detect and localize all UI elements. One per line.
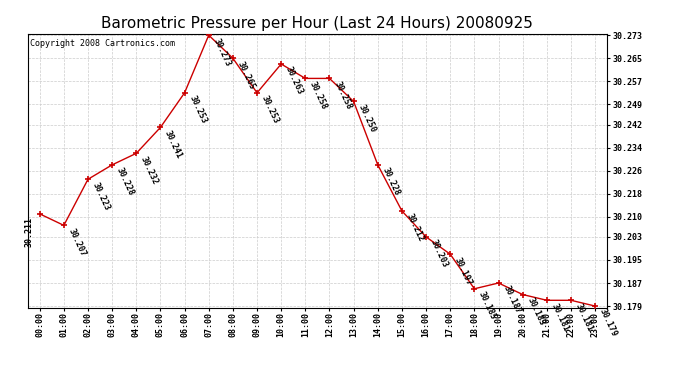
Title: Barometric Pressure per Hour (Last 24 Hours) 20080925: Barometric Pressure per Hour (Last 24 Ho…	[101, 16, 533, 31]
Text: 30.187: 30.187	[502, 284, 522, 315]
Text: 30.228: 30.228	[381, 166, 402, 197]
Text: 30.250: 30.250	[357, 103, 377, 134]
Text: 30.212: 30.212	[405, 212, 426, 243]
Text: 30.179: 30.179	[598, 308, 619, 339]
Text: 30.203: 30.203	[429, 238, 450, 269]
Text: 30.241: 30.241	[164, 129, 184, 160]
Text: 30.258: 30.258	[308, 80, 329, 111]
Text: 30.181: 30.181	[574, 302, 595, 333]
Text: 30.183: 30.183	[526, 296, 546, 327]
Text: 30.223: 30.223	[91, 181, 112, 212]
Text: 30.181: 30.181	[550, 302, 571, 333]
Text: 30.273: 30.273	[212, 37, 233, 68]
Text: 30.211: 30.211	[24, 217, 33, 247]
Text: 30.207: 30.207	[67, 227, 88, 258]
Text: 30.258: 30.258	[333, 80, 353, 111]
Text: 30.253: 30.253	[188, 94, 208, 125]
Text: 30.197: 30.197	[453, 256, 474, 286]
Text: 30.265: 30.265	[236, 60, 257, 91]
Text: 30.232: 30.232	[139, 155, 160, 186]
Text: Copyright 2008 Cartronics.com: Copyright 2008 Cartronics.com	[30, 39, 175, 48]
Text: 30.228: 30.228	[115, 166, 136, 197]
Text: 30.185: 30.185	[477, 290, 498, 321]
Text: 30.263: 30.263	[284, 65, 305, 96]
Text: 30.253: 30.253	[260, 94, 281, 125]
